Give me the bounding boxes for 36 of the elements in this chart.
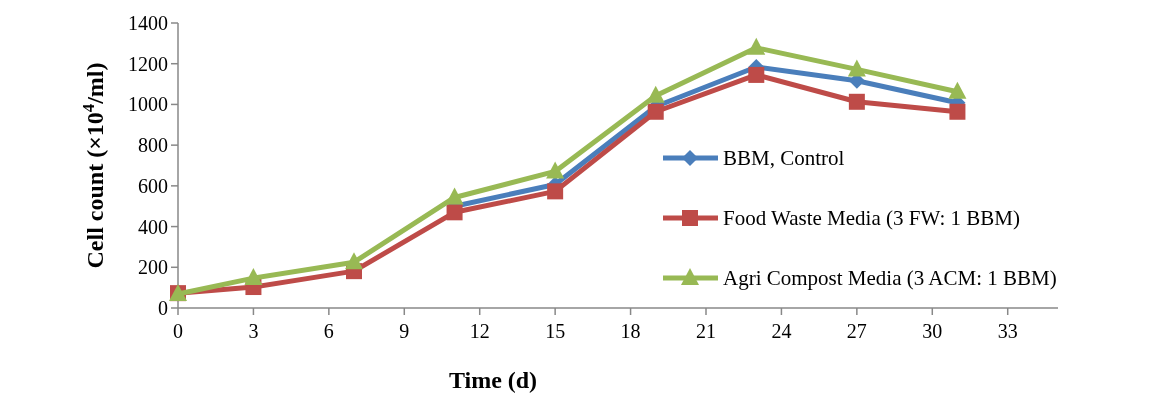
y-tick-label: 0 [158, 297, 168, 319]
point [747, 37, 766, 55]
x-tick-label: 21 [696, 320, 716, 342]
legend-label: Agri Compost Media (3 ACM: 1 BBM) [723, 266, 1057, 291]
y-tick-label: 600 [138, 174, 168, 197]
point [949, 103, 966, 120]
x-tick-label: 0 [173, 320, 183, 342]
point [748, 66, 765, 83]
point [948, 81, 967, 99]
y-tick-label: 400 [138, 215, 168, 238]
point [647, 103, 664, 120]
x-tick-label: 15 [545, 320, 566, 342]
x-tick-label: 9 [399, 320, 410, 342]
x-tick-label: 18 [620, 320, 641, 342]
x-tick-label: 30 [922, 320, 943, 342]
y-tick-label: 200 [138, 256, 168, 279]
y-tick-label: 1000 [128, 93, 168, 116]
y-tick-label: 1400 [128, 12, 168, 34]
y-tick-label: 1200 [128, 52, 168, 75]
point [244, 268, 263, 286]
x-tick-label: 24 [771, 320, 792, 342]
x-tick-label: 27 [846, 320, 867, 342]
y-tick-label: 800 [138, 134, 168, 157]
point [547, 183, 564, 200]
point [848, 93, 865, 110]
x-tick-label: 33 [997, 320, 1018, 342]
legend-label: BBM, Control [723, 146, 845, 171]
x-tick-label: 6 [323, 320, 334, 342]
point [345, 252, 363, 270]
x-tick-label: 3 [248, 320, 259, 342]
x-axis-title: Time (d) [448, 367, 538, 393]
point [546, 161, 565, 179]
legend-label: Food Waste Media (3 FW: 1 BBM) [723, 206, 1020, 231]
x-tick-label: 12 [469, 320, 490, 342]
point [446, 204, 463, 221]
point [847, 59, 866, 77]
